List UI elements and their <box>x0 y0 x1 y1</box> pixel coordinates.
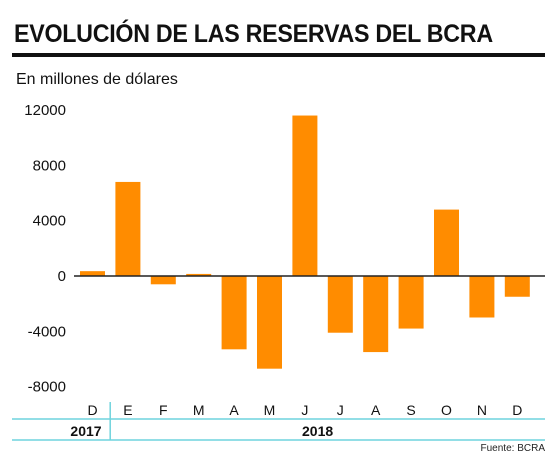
bar <box>398 276 424 329</box>
x-tick-label: S <box>406 402 415 418</box>
y-tick-label: -4000 <box>28 323 66 340</box>
bar <box>363 276 389 353</box>
bar <box>80 271 105 276</box>
y-tick-label: -8000 <box>28 379 66 396</box>
x-tick-label: J <box>337 402 344 418</box>
chart-title: EVOLUCIÓN DE LAS RESERVAS DEL BCRA <box>14 20 493 48</box>
bar <box>186 273 212 276</box>
bar <box>221 276 247 350</box>
x-tick-label: M <box>193 402 205 418</box>
year-label: 2018 <box>302 423 333 439</box>
title-rule <box>12 53 545 57</box>
bar <box>327 276 353 333</box>
x-tick-label: M <box>264 402 276 418</box>
x-tick-label: N <box>477 402 487 418</box>
x-tick-label: A <box>371 402 381 418</box>
bar <box>150 276 176 285</box>
y-tick-label: 8000 <box>33 157 66 174</box>
x-tick-label: J <box>301 402 308 418</box>
y-tick-label: 4000 <box>33 213 66 230</box>
bar <box>115 181 141 276</box>
bar <box>469 276 495 318</box>
bar <box>257 276 282 369</box>
bar <box>292 115 318 277</box>
y-axis-unit-label: En millones de dólares <box>16 71 178 88</box>
x-tick-label: A <box>229 402 239 418</box>
y-tick-label: 12000 <box>24 102 66 119</box>
year-label: 2017 <box>70 423 101 439</box>
bar <box>504 276 530 297</box>
x-tick-label: O <box>441 402 452 418</box>
source-note: Fuente: BCRA <box>480 443 545 454</box>
x-tick-label: D <box>512 402 522 418</box>
y-tick-label: 0 <box>58 268 66 285</box>
x-tick-label: D <box>87 402 97 418</box>
x-tick-label: F <box>159 402 168 418</box>
bar <box>434 209 459 276</box>
x-tick-label: E <box>123 402 132 418</box>
